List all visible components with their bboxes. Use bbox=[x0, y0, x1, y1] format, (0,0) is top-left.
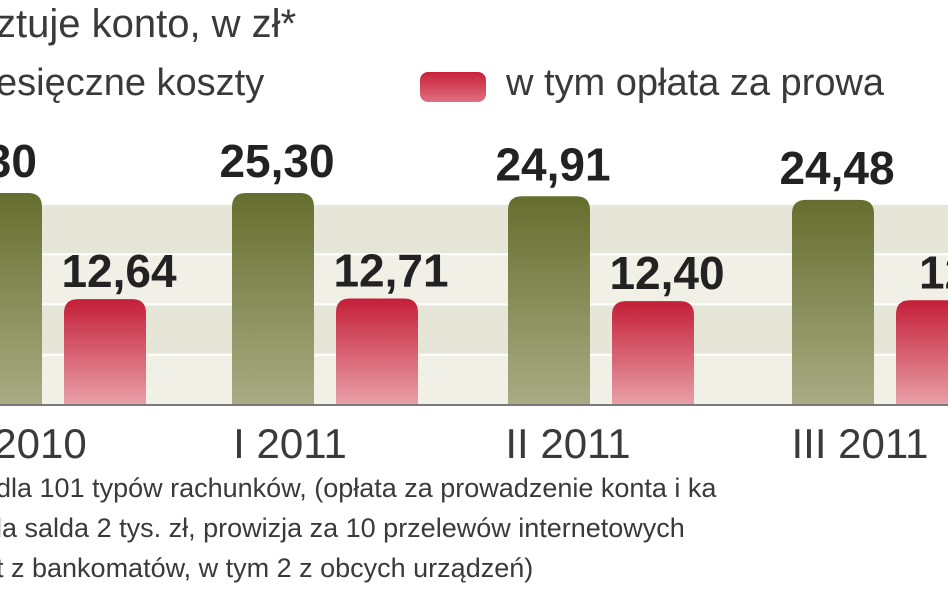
bars-group bbox=[0, 193, 948, 405]
data-label-fee: 12,40 bbox=[609, 247, 724, 299]
chart-title: ztuje konto, w zł* bbox=[0, 2, 297, 46]
category-label: I 2011 bbox=[233, 420, 347, 467]
bar-fee bbox=[336, 298, 418, 405]
data-label-total: 24,48 bbox=[779, 142, 894, 194]
bar-total bbox=[792, 199, 874, 405]
footnote-line-3: t z bankomatów, w tym 2 z obcych urządze… bbox=[0, 553, 534, 583]
bar-fee bbox=[64, 299, 146, 405]
footnote-line-2: la salda 2 tys. zł, prowizja za 10 przel… bbox=[0, 513, 685, 543]
bar-total bbox=[232, 193, 314, 405]
legend-fee-label: w tym opłata za prowa bbox=[506, 62, 885, 104]
category-label: II 2011 bbox=[505, 420, 630, 467]
data-label-fee: 12, bbox=[919, 246, 948, 298]
category-label: III 2011 bbox=[792, 420, 929, 467]
data-label-fee: 12,64 bbox=[61, 245, 177, 297]
data-label-fee: 12,71 bbox=[333, 244, 448, 296]
category-label: 2010 bbox=[0, 420, 87, 467]
bar-total bbox=[508, 196, 590, 405]
grid-band bbox=[0, 354, 948, 405]
grid-bands bbox=[0, 202, 948, 405]
bar-fee bbox=[896, 300, 948, 405]
legend-total-label: esięczne koszty bbox=[0, 62, 265, 104]
data-label-total: ,30 bbox=[0, 135, 37, 187]
bar-fee bbox=[612, 301, 694, 405]
data-label-total: 25,30 bbox=[219, 135, 334, 187]
bar-total bbox=[0, 193, 42, 405]
data-label-total: 24,91 bbox=[495, 138, 610, 190]
labels-group: ,30 12,64 2010 25,30 12,71 I 2011 24,91 12,40 II… bbox=[0, 135, 948, 467]
grid-band bbox=[0, 254, 948, 305]
grid-band bbox=[0, 203, 948, 255]
footnote-line-1: dla 101 typów rachunków, (opłata za prow… bbox=[0, 473, 717, 503]
legend-fee-swatch bbox=[420, 72, 486, 102]
grid-band bbox=[0, 304, 948, 355]
